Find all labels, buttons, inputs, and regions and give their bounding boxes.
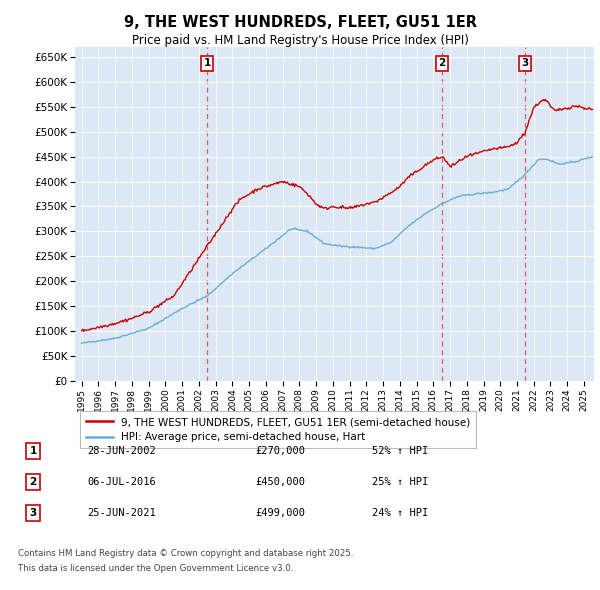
Text: 28-JUN-2002: 28-JUN-2002 <box>87 447 156 456</box>
Text: 25% ↑ HPI: 25% ↑ HPI <box>372 477 428 487</box>
Text: 24% ↑ HPI: 24% ↑ HPI <box>372 508 428 517</box>
Text: £270,000: £270,000 <box>255 447 305 456</box>
Text: 2: 2 <box>29 477 37 487</box>
Text: 06-JUL-2016: 06-JUL-2016 <box>87 477 156 487</box>
Text: Price paid vs. HM Land Registry's House Price Index (HPI): Price paid vs. HM Land Registry's House … <box>131 34 469 47</box>
Text: This data is licensed under the Open Government Licence v3.0.: This data is licensed under the Open Gov… <box>18 565 293 573</box>
Legend: 9, THE WEST HUNDREDS, FLEET, GU51 1ER (semi-detached house), HPI: Average price,: 9, THE WEST HUNDREDS, FLEET, GU51 1ER (s… <box>80 411 476 448</box>
Text: 3: 3 <box>521 58 529 68</box>
Text: 3: 3 <box>29 508 37 517</box>
Text: 25-JUN-2021: 25-JUN-2021 <box>87 508 156 517</box>
Text: 52% ↑ HPI: 52% ↑ HPI <box>372 447 428 456</box>
Text: 2: 2 <box>439 58 446 68</box>
Text: £499,000: £499,000 <box>255 508 305 517</box>
Text: 1: 1 <box>29 447 37 456</box>
Text: 1: 1 <box>203 58 211 68</box>
Text: £450,000: £450,000 <box>255 477 305 487</box>
Text: Contains HM Land Registry data © Crown copyright and database right 2025.: Contains HM Land Registry data © Crown c… <box>18 549 353 558</box>
Text: 9, THE WEST HUNDREDS, FLEET, GU51 1ER: 9, THE WEST HUNDREDS, FLEET, GU51 1ER <box>124 15 476 30</box>
